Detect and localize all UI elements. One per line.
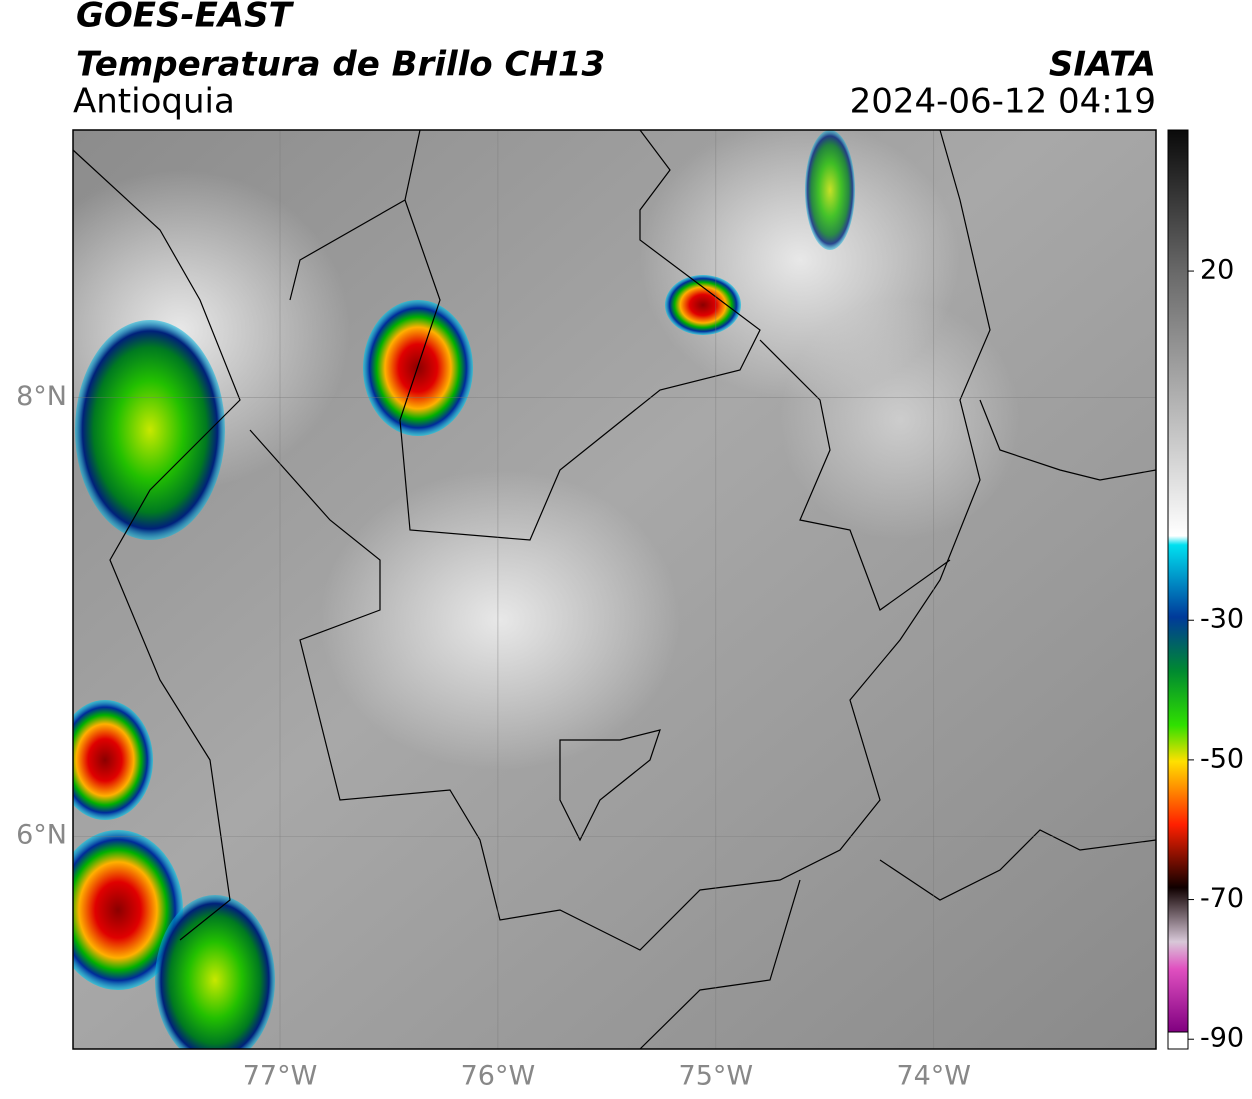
x-tick-label: 74°W [896,1061,971,1092]
source: SIATA [1049,45,1156,85]
colorbar [1168,130,1188,1032]
region: Antioquia [73,82,235,122]
colorbar-tick-label: -30 [1200,604,1244,635]
colorbar-frame [1167,129,1189,1050]
y-tick-label: 8°N [16,381,67,412]
colorbar-tick-label: -70 [1200,883,1244,914]
subtitle: Temperatura de Brillo CH13 [76,45,605,85]
x-tick-label: 75°W [679,1061,754,1092]
map-frame [72,129,1157,1050]
colorbar-tick-label: -50 [1200,743,1244,774]
x-tick-label: 76°W [461,1061,536,1092]
colorbar-under [1167,1031,1189,1050]
x-tick-label: 77°W [243,1061,318,1092]
grid [73,130,1156,1049]
map-image [73,130,1156,1049]
colorbar-tick-label: 20 [1200,255,1234,286]
datetime: 2024-06-12 04:19 [850,82,1156,122]
title: GOES-EAST [76,0,295,36]
y-tick-label: 6°N [16,820,67,851]
colorbar-tick-label: -90 [1200,1023,1244,1054]
